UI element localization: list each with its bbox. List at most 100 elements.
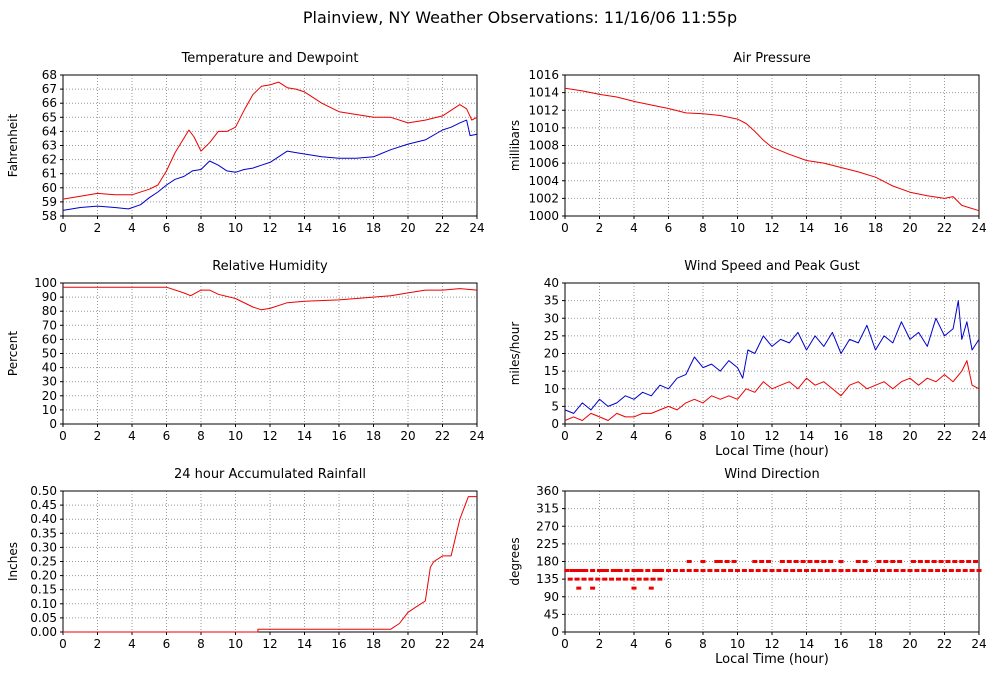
chart-title: Wind Speed and Peak Gust xyxy=(684,259,859,274)
data-point xyxy=(966,560,972,563)
x-tick-label: 6 xyxy=(163,429,171,443)
data-point xyxy=(859,569,865,573)
data-point xyxy=(700,569,706,573)
y-tick-label: 58 xyxy=(42,209,57,223)
data-point xyxy=(602,577,608,581)
data-point xyxy=(959,560,965,563)
data-point xyxy=(576,569,582,573)
x-tick-label: 16 xyxy=(833,637,848,651)
data-point xyxy=(617,569,623,573)
x-tick-label: 2 xyxy=(94,429,102,443)
y-tick-label: 90 xyxy=(544,590,559,604)
y-tick-label: 0.30 xyxy=(30,540,57,554)
data-point xyxy=(845,569,851,573)
data-point xyxy=(655,569,661,573)
y-tick-label: 60 xyxy=(42,181,57,195)
x-tick-label: 22 xyxy=(435,429,450,443)
y-tick-label: 100 xyxy=(34,276,57,290)
x-tick-label: 0 xyxy=(561,221,569,235)
data-point xyxy=(634,569,640,573)
plot-frame xyxy=(564,490,980,633)
y-tick-label: 1016 xyxy=(528,68,559,82)
x-tick-label: 8 xyxy=(699,637,707,651)
chart-title: Relative Humidity xyxy=(212,259,328,274)
data-point xyxy=(935,569,941,573)
data-point xyxy=(876,560,882,563)
x-tick-label: 8 xyxy=(197,637,205,651)
data-point xyxy=(810,569,816,573)
x-tick-label: 24 xyxy=(469,221,484,235)
y-tick-label: 0.15 xyxy=(30,583,57,597)
data-point xyxy=(603,569,609,573)
data-point xyxy=(973,560,979,563)
x-tick-label: 14 xyxy=(799,221,814,235)
y-axis-label: Inches xyxy=(6,542,20,581)
x-tick-label: 22 xyxy=(937,429,952,443)
data-point xyxy=(629,577,635,581)
x-tick-label: 16 xyxy=(331,637,346,651)
data-point xyxy=(866,569,872,573)
y-tick-label: 0.50 xyxy=(30,484,57,498)
x-tick-label: 6 xyxy=(163,637,171,651)
x-tick-label: 20 xyxy=(400,637,415,651)
data-point xyxy=(579,569,585,573)
y-tick-label: 1010 xyxy=(528,121,559,135)
y-tick-label: 60 xyxy=(42,332,57,346)
x-tick-label: 8 xyxy=(699,429,707,443)
x-tick-label: 8 xyxy=(197,429,205,443)
data-point xyxy=(790,569,796,573)
data-point xyxy=(886,569,892,573)
x-tick-label: 8 xyxy=(197,221,205,235)
y-tick-label: 30 xyxy=(42,375,57,389)
data-point xyxy=(783,569,789,573)
y-axis-label: miles/hour xyxy=(508,322,522,386)
x-tick-label: 2 xyxy=(596,637,604,651)
data-point xyxy=(679,569,685,573)
data-point xyxy=(766,560,772,563)
y-tick-label: 63 xyxy=(42,139,57,153)
data-point xyxy=(907,569,913,573)
x-tick-label: 6 xyxy=(665,221,673,235)
data-point xyxy=(707,569,713,573)
data-point xyxy=(721,569,727,573)
x-tick-label: 6 xyxy=(163,221,171,235)
y-tick-label: 1000 xyxy=(528,209,559,223)
x-tick-label: 12 xyxy=(764,429,779,443)
data-point xyxy=(862,560,868,563)
data-point xyxy=(948,569,954,573)
x-tick-label: 10 xyxy=(228,429,243,443)
data-point xyxy=(769,569,775,573)
data-point xyxy=(672,569,678,573)
data-point xyxy=(631,586,637,590)
x-tick-label: 4 xyxy=(630,221,638,235)
data-point xyxy=(852,569,858,573)
x-tick-label: 18 xyxy=(366,637,381,651)
page-title: Plainview, NY Weather Observations: 11/1… xyxy=(303,8,737,27)
x-tick-label: 20 xyxy=(400,429,415,443)
data-point xyxy=(910,560,916,563)
data-point xyxy=(873,569,878,573)
x-axis-label: Local Time (hour) xyxy=(715,444,829,459)
data-point xyxy=(714,560,720,563)
y-tick-label: 20 xyxy=(544,347,559,361)
data-point xyxy=(569,569,575,573)
data-point xyxy=(821,560,827,563)
x-tick-label: 4 xyxy=(128,429,136,443)
x-tick-label: 24 xyxy=(469,429,484,443)
data-point xyxy=(800,560,806,563)
y-tick-label: 67 xyxy=(42,82,57,96)
data-point xyxy=(686,569,692,573)
data-point xyxy=(797,569,803,573)
y-tick-label: 64 xyxy=(42,124,57,138)
y-tick-label: 1012 xyxy=(528,103,559,117)
data-point xyxy=(643,577,649,581)
x-tick-label: 6 xyxy=(665,637,673,651)
y-tick-label: 180 xyxy=(536,555,559,569)
data-point xyxy=(615,577,621,581)
data-point xyxy=(638,569,644,573)
x-tick-label: 4 xyxy=(128,221,136,235)
x-tick-label: 4 xyxy=(630,429,638,443)
